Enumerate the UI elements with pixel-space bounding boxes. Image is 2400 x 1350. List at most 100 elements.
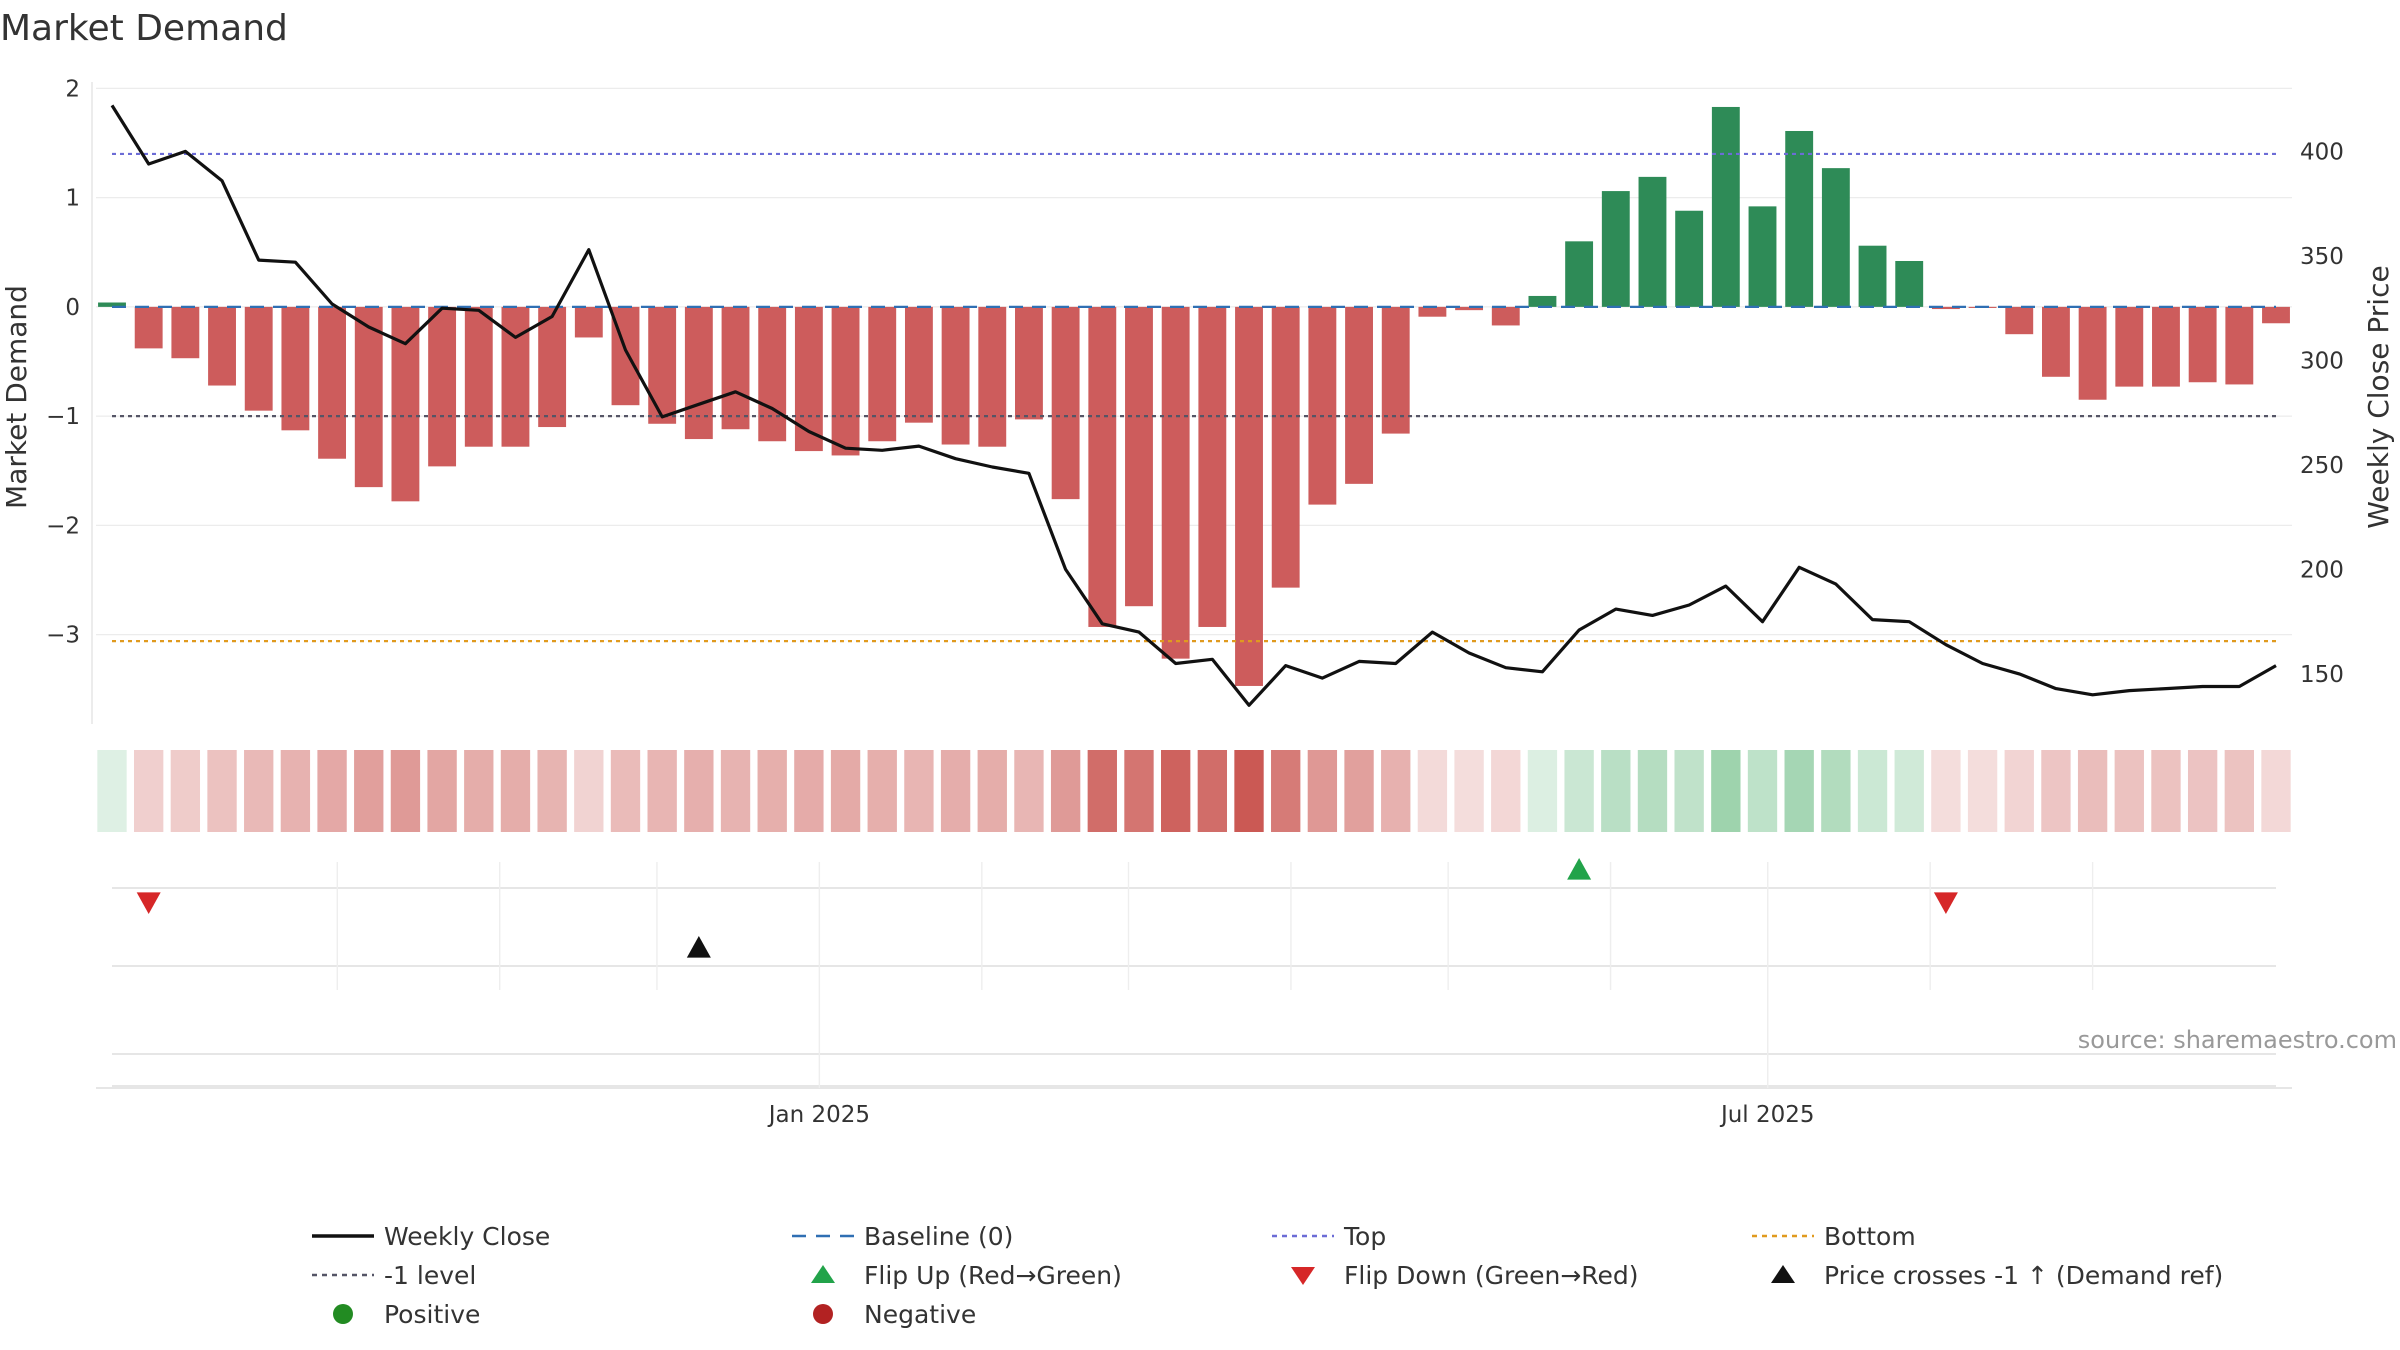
date-axis: Jan 2025 Jul 2025 <box>767 1102 1815 1128</box>
heat-cell <box>2261 750 2291 832</box>
heat-cell <box>1931 750 1961 832</box>
demand-bar <box>2262 306 2290 324</box>
heat-cell <box>904 750 934 832</box>
heat-cell <box>1527 750 1558 832</box>
heat-cell <box>1014 750 1044 832</box>
reference-lines <box>112 152 2276 643</box>
legend-swatch <box>813 1304 833 1324</box>
legend-swatch <box>333 1304 353 1324</box>
legend-label: Flip Up (Red→Green) <box>864 1261 1122 1290</box>
demand-bar <box>501 306 530 447</box>
demand-bar <box>831 306 860 456</box>
heat-cell <box>1491 750 1521 832</box>
demand-bar <box>1895 260 1924 307</box>
demand-bar <box>1345 306 1373 484</box>
demand-bar <box>134 306 163 349</box>
y2-tick-label: 250 <box>2300 453 2344 479</box>
heat-cell <box>2114 750 2144 832</box>
heat-cell <box>537 750 567 832</box>
heat-cell <box>500 750 531 832</box>
demand-bar <box>1418 306 1447 317</box>
heat-cell <box>1894 750 1924 832</box>
demand-bar <box>1748 206 1777 307</box>
heat-cell <box>97 750 127 832</box>
source-note: source: sharemaestro.com <box>2078 1026 2397 1054</box>
demand-bar <box>1528 295 1557 307</box>
heat-cell <box>207 750 237 832</box>
x-tick-label: Jul 2025 <box>1719 1102 1815 1128</box>
right-axis: 400 350 300 250 200 150 Weekly Close Price <box>2300 139 2395 688</box>
heat-cell <box>1307 750 1338 832</box>
chart-title: Market Demand <box>0 8 288 49</box>
heat-cell <box>354 750 384 832</box>
heat-cell <box>574 750 604 832</box>
heat-cell <box>1637 750 1668 832</box>
legend-label: Flip Down (Green→Red) <box>1344 1261 1639 1290</box>
demand-bar <box>978 306 1007 447</box>
left-axis: 2 1 0 −1 −2 −3 Market Demand <box>0 76 93 724</box>
demand-bar <box>2115 306 2144 387</box>
heat-cell <box>720 750 751 832</box>
heat-cell <box>1784 750 1814 832</box>
heat-cell <box>1747 750 1778 832</box>
demand-bar <box>1931 306 1960 310</box>
demand-bar <box>1051 306 1080 500</box>
legend: Weekly Close Baseline (0) Top Bottom -1 leve… <box>312 1222 2223 1329</box>
heat-cell <box>1454 750 1484 832</box>
demand-bar <box>1308 306 1337 505</box>
demand-bar <box>1015 306 1043 420</box>
heat-cell <box>1197 750 1228 832</box>
heat-cell <box>1601 750 1631 832</box>
heat-cell <box>134 750 164 832</box>
demand-bar <box>1491 306 1520 326</box>
heat-cell <box>1857 750 1888 832</box>
price-cross-marker <box>686 936 711 958</box>
event-markers-panel <box>96 858 2292 1089</box>
legend-label: Bottom <box>1824 1222 1916 1251</box>
flip-down-marker <box>1933 892 1958 914</box>
heat-cell <box>830 750 861 832</box>
heat-cell <box>1087 750 1117 832</box>
demand-bar <box>318 306 347 459</box>
heat-cell <box>2004 750 2034 832</box>
legend-label: Baseline (0) <box>864 1222 1013 1251</box>
heat-cell <box>867 750 897 832</box>
demand-bar <box>1198 306 1227 627</box>
heat-cell <box>170 750 201 832</box>
demand-bar <box>244 306 273 411</box>
demand-bar <box>2041 306 2070 377</box>
demand-bars <box>98 106 2290 686</box>
demand-bar <box>354 306 383 488</box>
demand-bar <box>2225 306 2254 385</box>
heat-cell <box>684 750 714 832</box>
demand-bar <box>941 306 970 445</box>
y-tick-label: −1 <box>46 404 80 430</box>
demand-bar <box>2078 306 2107 400</box>
heat-cell <box>1417 750 1448 832</box>
heat-cell <box>317 750 347 832</box>
demand-heat-strip <box>97 750 2291 832</box>
demand-bar <box>758 306 787 442</box>
y2-tick-label: 200 <box>2300 557 2344 583</box>
legend-label: Top <box>1343 1222 1386 1251</box>
heat-cell <box>610 750 641 832</box>
heat-cell <box>2151 750 2181 832</box>
demand-bar <box>428 306 457 467</box>
heat-cell <box>1674 750 1704 832</box>
heat-cell <box>1821 750 1851 832</box>
demand-bar <box>1235 306 1263 686</box>
heat-cell <box>1050 750 1081 832</box>
heat-cell <box>940 750 971 832</box>
flip-up-marker <box>1567 858 1592 880</box>
demand-bar <box>904 306 933 423</box>
y2-axis-title: Weekly Close Price <box>2362 265 2395 528</box>
y-tick-label: −2 <box>46 513 80 539</box>
legend-label: -1 level <box>384 1261 476 1290</box>
demand-bar <box>1161 306 1190 659</box>
y-tick-label: −3 <box>46 623 80 649</box>
demand-bar <box>1711 106 1740 307</box>
y2-tick-label: 300 <box>2300 348 2344 374</box>
legend-label: Price crosses -1 ↑ (Demand ref) <box>1824 1261 2223 1290</box>
heat-cell <box>427 750 457 832</box>
